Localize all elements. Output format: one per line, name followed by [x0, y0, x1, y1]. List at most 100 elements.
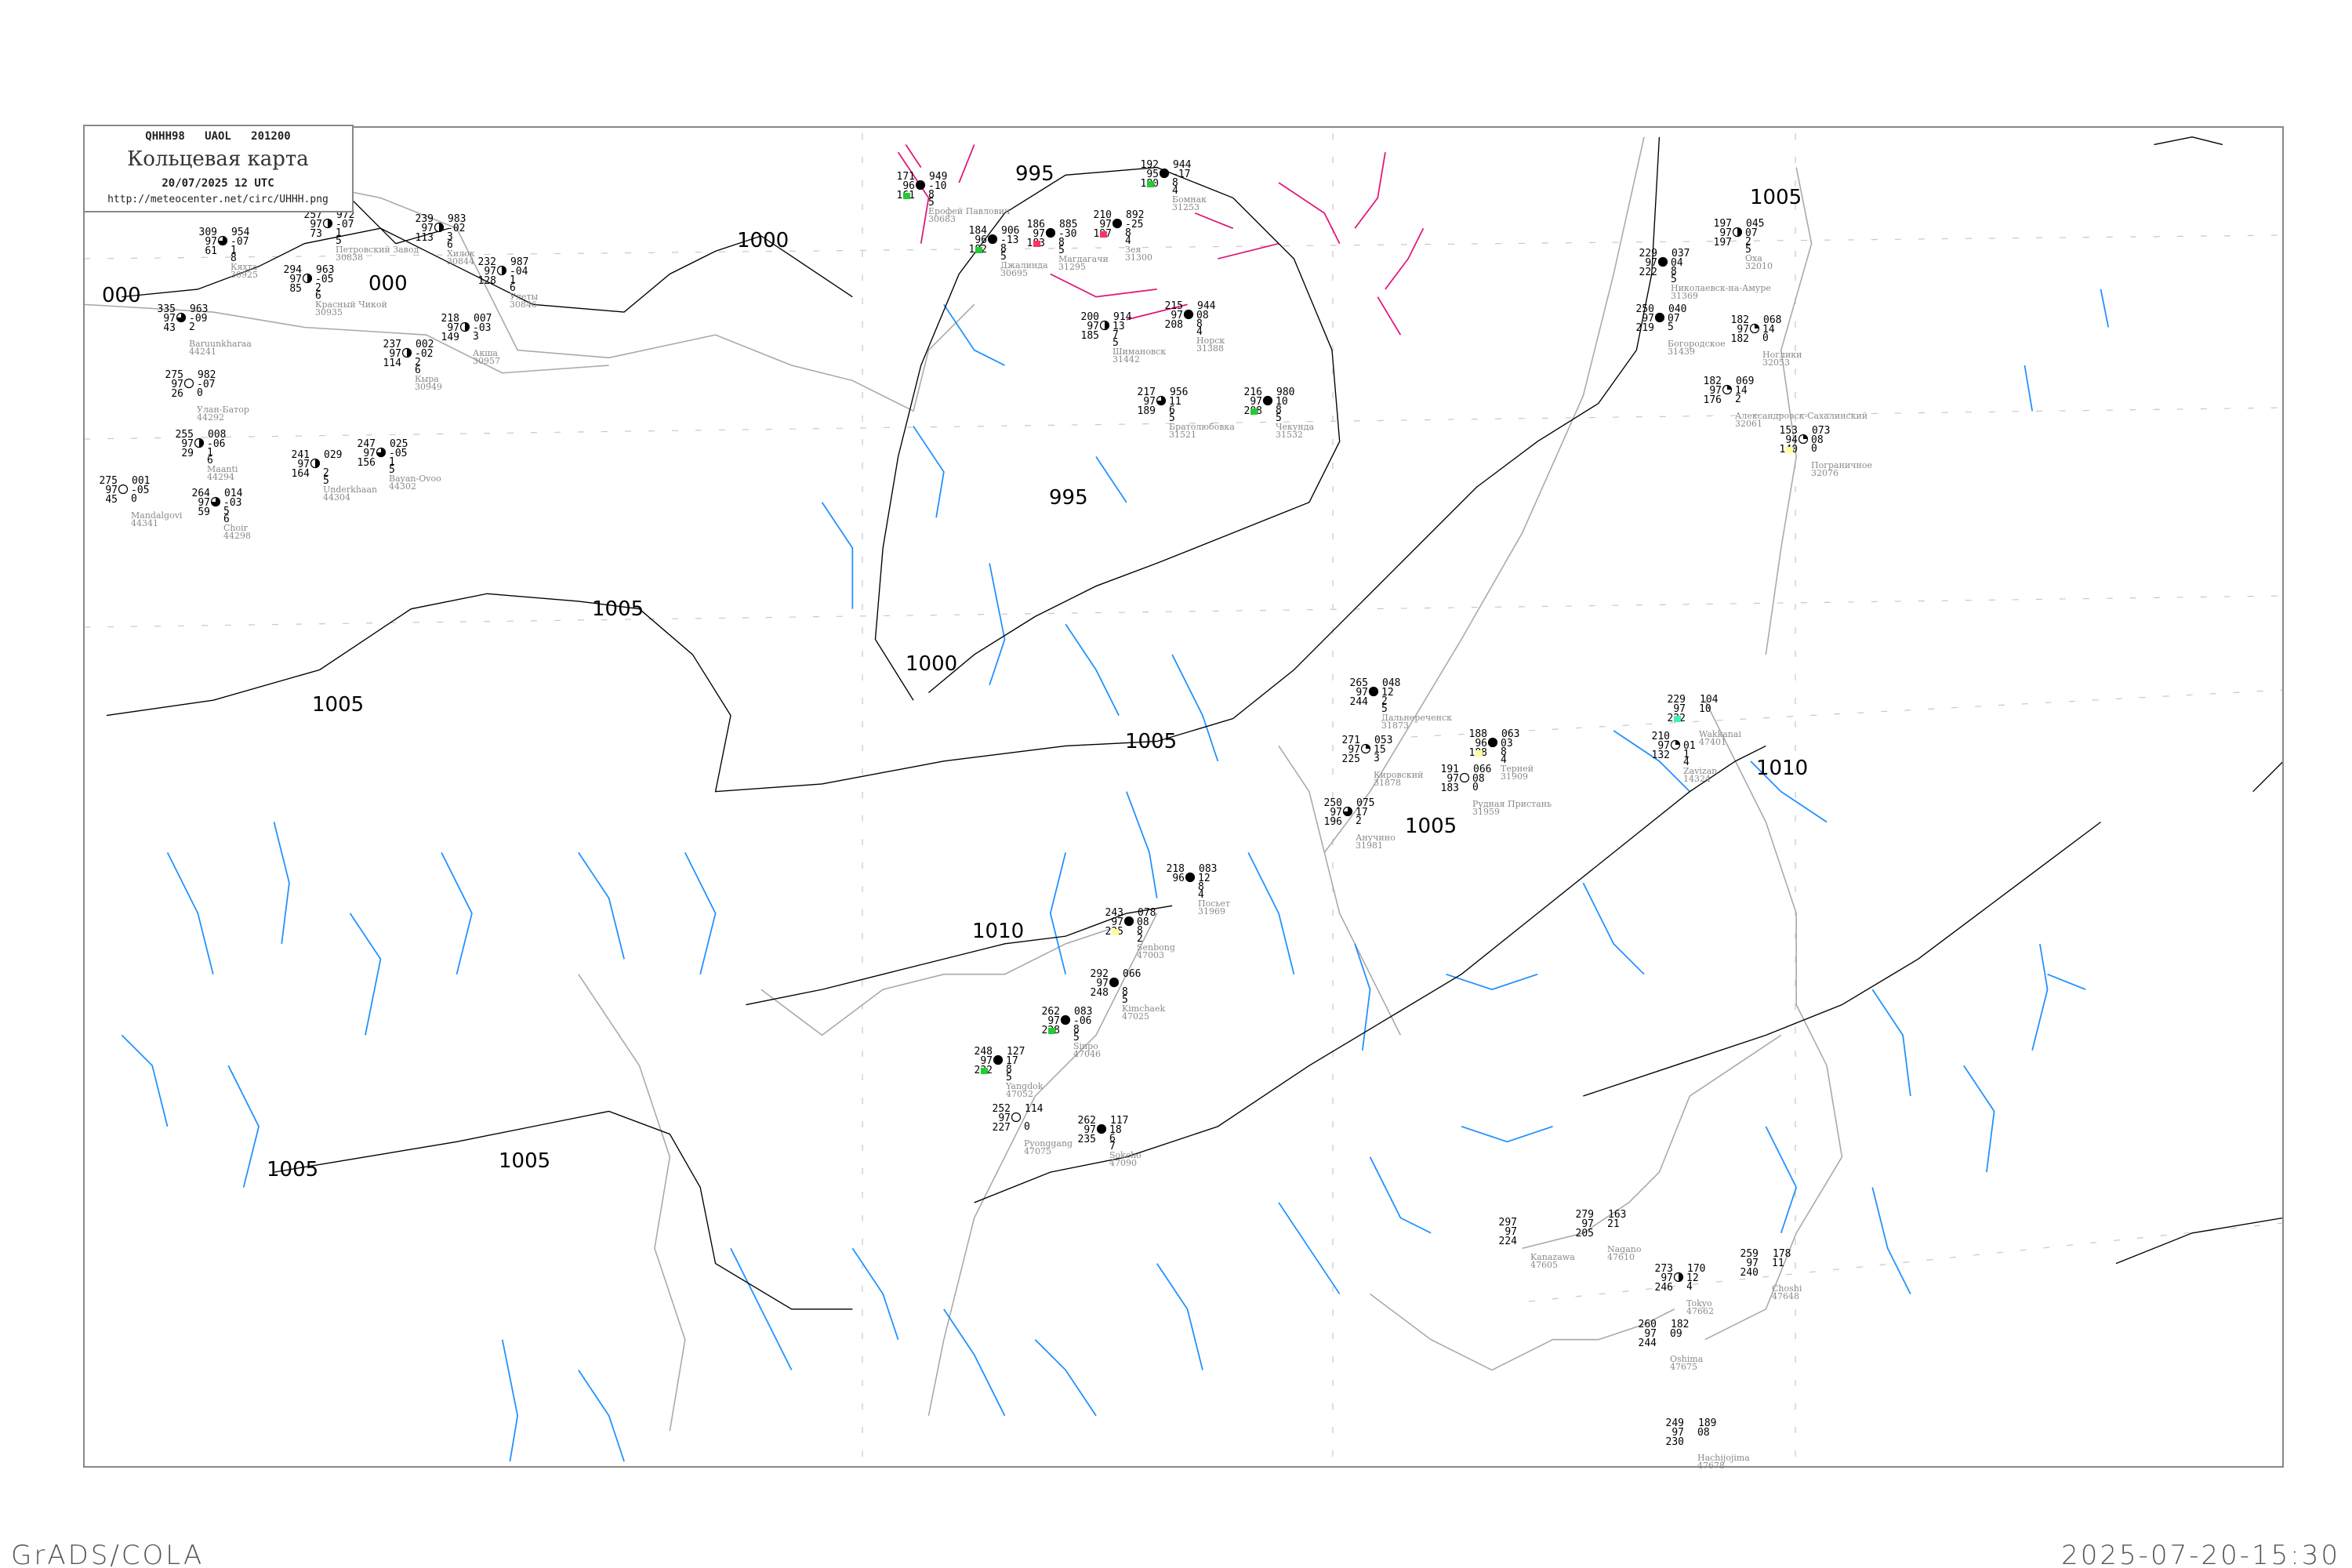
fog-marker-icon — [1786, 447, 1793, 453]
station-id: 30683 — [928, 214, 956, 224]
precip-marker-icon — [903, 193, 910, 199]
station-value-ml: 97 — [198, 497, 210, 509]
station-value-tr: 127 — [1007, 1046, 1025, 1058]
isotherm-lines — [121, 289, 2110, 1462]
station-value-tl: 184 — [969, 225, 988, 237]
station-value-br: 6 — [415, 365, 421, 376]
isobar-label: 1010 — [972, 920, 1024, 943]
station-name: Zavizan — [1683, 766, 1717, 776]
station-value-tr: 048 — [1382, 677, 1400, 689]
station-value-ml: 96 — [902, 180, 915, 192]
station-id: 30935 — [315, 307, 343, 318]
station-id: 31969 — [1198, 906, 1225, 916]
station-id: 47075 — [1024, 1146, 1051, 1156]
station-id: 30846 — [510, 299, 537, 310]
station-plot: 188961880630384Терней31909 — [1469, 728, 1534, 782]
station-value-ml: 94 — [1785, 434, 1798, 446]
station-name: Sinpo — [1073, 1041, 1098, 1051]
station-value-tl: 182 — [1704, 376, 1722, 387]
station-value-tl: 260 — [1639, 1319, 1657, 1330]
station-value-br: 2 — [1745, 236, 1751, 248]
station-name: Норск — [1196, 336, 1225, 346]
cloud-cover-icon — [1159, 168, 1170, 179]
cloud-cover-icon — [1654, 312, 1665, 323]
station-id: 30949 — [415, 382, 442, 392]
station-value-mr: -07 — [230, 236, 249, 248]
station-name: Oshima — [1670, 1354, 1704, 1364]
station-id: 31369 — [1671, 291, 1698, 301]
precip-marker-icon — [1048, 1028, 1055, 1034]
station-value-tr: 066 — [1473, 764, 1491, 775]
station-id: 32010 — [1745, 261, 1773, 271]
station-name: Николаевск-на-Амуре — [1671, 283, 1771, 293]
station-value-tr: 906 — [1001, 225, 1019, 237]
station-name: Хилок — [447, 249, 475, 259]
station-value-br: 0 — [1024, 1121, 1030, 1133]
cloud-cover-icon — [1045, 227, 1056, 238]
station-value-mr: 12 — [1686, 1272, 1699, 1284]
station-value-mr: -13 — [1000, 234, 1018, 246]
station-value-tr: 045 — [1746, 218, 1764, 230]
station-value-mr: -02 — [415, 348, 433, 360]
station-value-br: 5 — [1073, 1032, 1080, 1044]
station-name: Choir — [223, 523, 249, 533]
cloud-fill-icon — [1156, 396, 1166, 405]
station-id: 32053 — [1762, 358, 1790, 368]
station-value-tr: 040 — [1668, 303, 1686, 315]
cloud-fill-icon — [1727, 385, 1732, 390]
isobar-label: 1005 — [1750, 186, 1802, 209]
source-url[interactable]: http://meteocenter.net/circ/UHHH.png — [107, 194, 328, 205]
footer-credit: GrADS/COLA — [11, 1540, 204, 1568]
station-value-br: 8 — [1073, 1024, 1080, 1036]
station-id: 47401 — [1699, 737, 1726, 747]
station-value-br: 6 — [223, 514, 230, 525]
station-value-ml: 97 — [1719, 227, 1732, 239]
station-plot: 2299722210410Wakkanai47401 — [1668, 694, 1742, 747]
station-value-br: 4 — [1501, 754, 1507, 766]
station-value-mr: 07 — [1668, 313, 1680, 325]
station-value-ml: 97 — [1446, 773, 1459, 785]
station-value-ml: 95 — [1146, 169, 1159, 180]
station-value-br: 3 — [473, 331, 479, 343]
station-value-tr: 073 — [1812, 425, 1830, 437]
station-value-tl: 210 — [1652, 731, 1670, 742]
station-value-br: 8 — [1196, 318, 1203, 330]
station-value-mr: 08 — [1137, 916, 1149, 928]
station-value-tl: 248 — [975, 1046, 993, 1058]
station-value-tl: 247 — [358, 438, 376, 450]
station-name: Ерофей Павлович — [928, 206, 1010, 216]
station-value-mr: 11 — [1772, 1258, 1784, 1269]
station-plot: 248972321271785Yangdok47052 — [975, 1046, 1044, 1099]
station-value-ml: 97 — [1356, 687, 1368, 699]
station-value-br: 6 — [510, 282, 516, 294]
station-value-ml: 97 — [998, 1112, 1011, 1124]
station-value-br: 5 — [389, 464, 395, 476]
station-id: 30838 — [336, 252, 363, 263]
station-value-br: 1 — [230, 245, 237, 256]
station-value-br: 8 — [1137, 925, 1143, 937]
station-value-tl: 309 — [199, 227, 217, 238]
station-id: 31300 — [1125, 252, 1152, 263]
station-value-tr: 083 — [1074, 1006, 1092, 1018]
station-name: Pyonggang — [1024, 1138, 1073, 1149]
station-value-mr: 10 — [1699, 703, 1711, 715]
cloud-fill-icon — [1679, 1272, 1683, 1282]
station-id: 44304 — [323, 492, 350, 503]
station-value-tr: 117 — [1110, 1115, 1128, 1127]
station-value-tl: 259 — [1740, 1248, 1759, 1260]
station-value-tr: 002 — [416, 339, 434, 350]
station-name: Рудная Пристань — [1472, 799, 1552, 809]
station-value-br: 5 — [1000, 251, 1007, 263]
station-value-br: 8 — [1122, 986, 1128, 998]
station-id: 44292 — [197, 412, 224, 423]
station-value-bl: 227 — [993, 1122, 1011, 1134]
